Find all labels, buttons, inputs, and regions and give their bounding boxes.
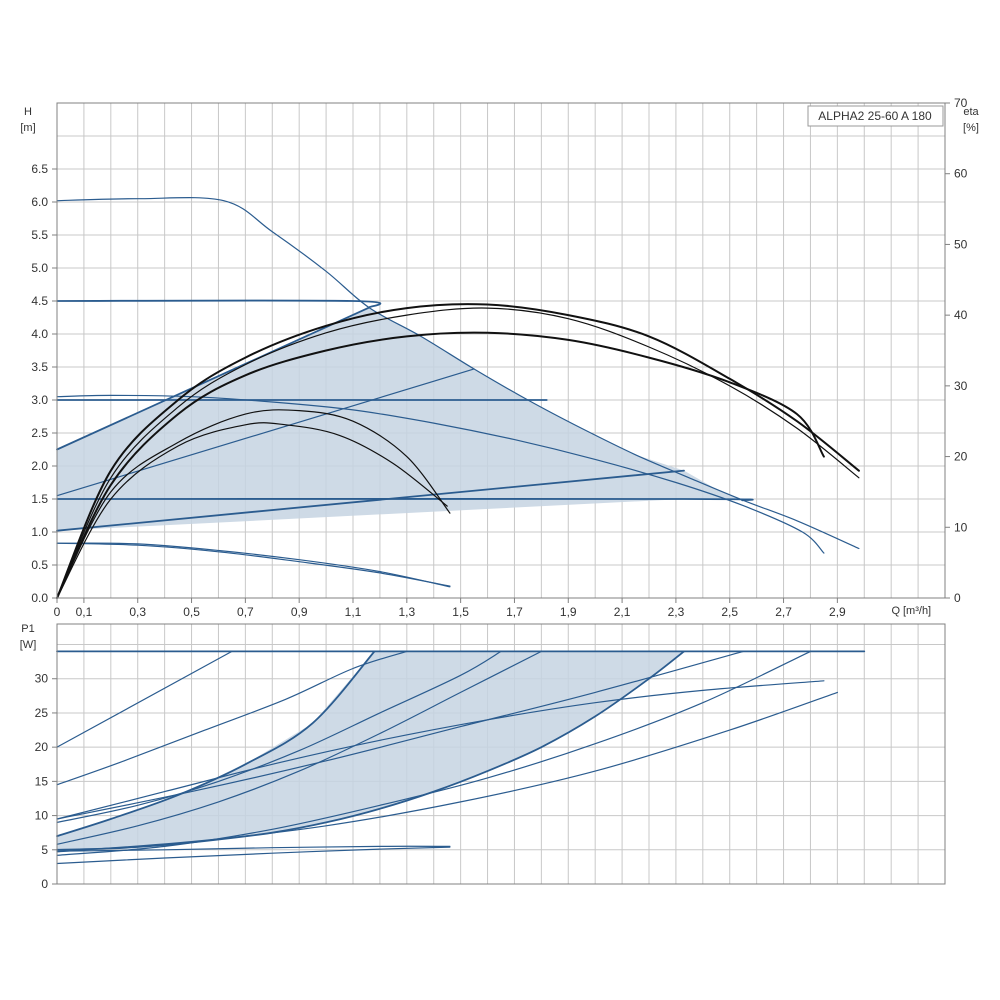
- power-panel: 0 5 10 15 20 25 30 P1 [W]: [20, 623, 946, 891]
- head-curve: [56, 306, 371, 451]
- head-tick-label: 6.5: [31, 162, 48, 176]
- head-tick-label: 0.5: [31, 558, 48, 572]
- flow-tick-label: 2,7: [775, 605, 792, 619]
- efficiency-tick-label: 20: [954, 450, 968, 464]
- head-tick-label: 4.5: [31, 294, 48, 308]
- efficiency-tick-label: 0: [954, 591, 961, 605]
- head-tick-label: 4.0: [31, 327, 48, 341]
- head-tick-label: 3.0: [31, 393, 48, 407]
- flow-tick-label: 1,3: [398, 605, 415, 619]
- power-curve: [56, 650, 233, 748]
- flow-axis-ticks: 0 0,1 0,3 0,5 0,7 0,9 1,1 1,3 1,5 1,7 1,9 2,1 2,3 2,5…: [54, 598, 846, 619]
- power-tick-label: 25: [35, 706, 49, 720]
- power-tick-label: 0: [41, 877, 48, 891]
- flow-tick-label: 2,9: [829, 605, 846, 619]
- efficiency-axis-label: eta: [963, 106, 979, 118]
- head-tick-label: 2.0: [31, 459, 48, 473]
- efficiency-curve: [56, 303, 860, 599]
- head-curve: [56, 498, 754, 502]
- head-control-area: [57, 307, 744, 531]
- flow-tick-label: 0,7: [237, 605, 254, 619]
- power-control-area: [57, 651, 684, 850]
- efficiency-axis-ticks: 0 10 20 30 40 50 60 70: [945, 96, 968, 605]
- head-curve: [56, 542, 451, 588]
- model-name-box: [807, 105, 944, 127]
- flow-tick-label: 0,3: [129, 605, 146, 619]
- efficiency-curves: [56, 303, 860, 599]
- efficiency-tick-label: 60: [954, 167, 968, 181]
- power-curve: [56, 650, 408, 786]
- head-panel: 0.0 0.5 1.0 1.5 2.0 2.5 3.0 3.5 4.0 4.5 5.0 5.5 6.0 6…: [20, 96, 979, 619]
- power-axis-ticks: 0 5 10 15 20 25 30: [35, 672, 57, 891]
- head-tick-label: 0.0: [31, 591, 48, 605]
- power-curve: [56, 845, 451, 852]
- head-curve: [56, 469, 685, 532]
- flow-tick-label: 0,1: [76, 605, 93, 619]
- flow-tick-label: 0: [54, 605, 61, 619]
- head-curves: [56, 197, 860, 588]
- head-curve: [56, 542, 451, 587]
- flow-tick-label: 2,1: [614, 605, 631, 619]
- power-curve: [56, 680, 825, 820]
- efficiency-tick-label: 30: [954, 379, 968, 393]
- power-curve: [56, 650, 502, 823]
- head-curve: [56, 299, 382, 309]
- power-tick-label: 10: [35, 809, 49, 823]
- power-panel-frame: [56, 623, 946, 885]
- efficiency-curve: [56, 307, 860, 599]
- power-tick-label: 30: [35, 672, 49, 686]
- power-curve: [56, 691, 838, 853]
- flow-axis-label: Q: [891, 605, 900, 617]
- flow-tick-label: 0,9: [291, 605, 308, 619]
- flow-tick-label: 1,5: [452, 605, 469, 619]
- efficiency-tick-label: 10: [954, 520, 968, 534]
- power-tick-label: 5: [41, 843, 48, 857]
- efficiency-curve: [56, 409, 451, 599]
- head-tick-label: 3.5: [31, 360, 48, 374]
- flow-tick-label: 2,3: [668, 605, 685, 619]
- head-curve: [56, 197, 860, 550]
- power-curve: [56, 650, 685, 851]
- power-axis-label: P1: [21, 623, 34, 635]
- efficiency-tick-label: 40: [954, 308, 968, 322]
- flow-tick-label: 0,5: [183, 605, 200, 619]
- efficiency-tick-label: 70: [954, 96, 968, 110]
- head-tick-label: 6.0: [31, 195, 48, 209]
- flow-tick-label: 1,1: [345, 605, 362, 619]
- flow-axis-unit: [m³/h]: [903, 605, 931, 617]
- power-tick-label: 15: [35, 774, 49, 788]
- head-tick-label: 1.0: [31, 525, 48, 539]
- head-axis-label: H: [24, 106, 32, 118]
- power-curves: [56, 650, 866, 865]
- head-axis-ticks: 0.0 0.5 1.0 1.5 2.0 2.5 3.0 3.5 4.0 4.5 5.0 5.5 6.0 6…: [31, 162, 57, 605]
- power-control-area-fill: [57, 651, 684, 850]
- head-control-area-fill: [57, 307, 744, 531]
- head-tick-label: 1.5: [31, 492, 48, 506]
- efficiency-tick-label: 50: [954, 237, 968, 251]
- head-tick-label: 5.0: [31, 261, 48, 275]
- flow-tick-label: 2,5: [721, 605, 738, 619]
- efficiency-curve: [56, 422, 448, 599]
- model-name: ALPHA2 25-60 A 180: [818, 109, 932, 123]
- power-curve: [56, 650, 542, 845]
- head-panel-frame: [56, 102, 946, 599]
- power-curve: [56, 650, 812, 856]
- efficiency-axis-unit: [%]: [963, 122, 979, 134]
- flow-tick-label: 1,9: [560, 605, 577, 619]
- power-tick-label: 20: [35, 740, 49, 754]
- head-tick-label: 2.5: [31, 426, 48, 440]
- power-curve: [56, 846, 451, 865]
- head-tick-label: 5.5: [31, 228, 48, 242]
- power-axis-unit: [W]: [20, 639, 37, 651]
- efficiency-curve: [56, 331, 825, 599]
- flow-tick-label: 1,7: [506, 605, 523, 619]
- head-axis-unit: [m]: [20, 122, 35, 134]
